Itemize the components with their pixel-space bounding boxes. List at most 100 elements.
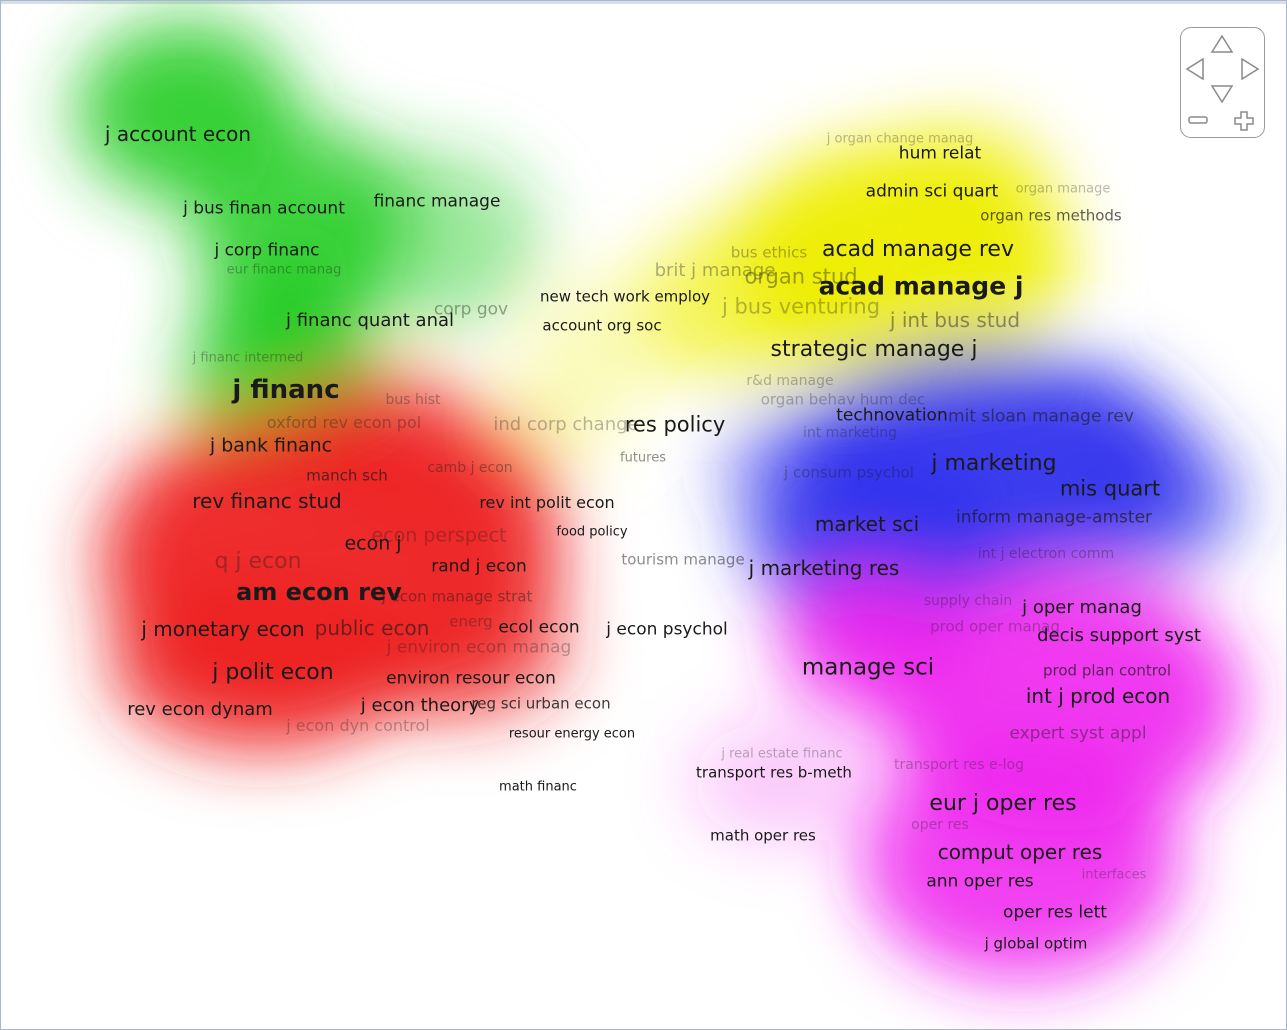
journal-label[interactable]: financ manage: [373, 191, 501, 212]
journal-label[interactable]: ann oper res: [926, 871, 1034, 892]
journal-label[interactable]: manage sci: [801, 654, 935, 681]
journal-label[interactable]: j polit econ: [212, 660, 334, 685]
journal-label[interactable]: oper res lett: [1003, 902, 1107, 923]
journal-label[interactable]: tourism manage: [621, 550, 745, 569]
journal-label[interactable]: acad manage j: [818, 271, 1024, 301]
journal-label[interactable]: j marketing res: [748, 556, 900, 580]
journal-label[interactable]: j marketing: [931, 451, 1057, 476]
journal-label[interactable]: j econ manage strat: [381, 587, 533, 606]
zoom-out-icon[interactable]: [1188, 116, 1208, 124]
journal-label[interactable]: j oper manag: [1022, 597, 1142, 618]
journal-label[interactable]: int j prod econ: [1025, 684, 1171, 708]
journal-label[interactable]: futures: [620, 450, 666, 466]
journal-label[interactable]: inform manage-amster: [955, 507, 1153, 528]
journal-label[interactable]: math financ: [499, 779, 577, 795]
journal-label[interactable]: oxford rev econ pol: [266, 413, 422, 432]
journal-label[interactable]: acad manage rev: [822, 237, 1014, 262]
cluster-blob-marketing-is: [1061, 431, 1241, 571]
journal-label[interactable]: j financ quant anal: [285, 310, 455, 331]
journal-label[interactable]: int j electron comm: [977, 546, 1115, 562]
journal-label[interactable]: j organ change manag: [826, 131, 974, 147]
journal-label[interactable]: j monetary econ: [141, 617, 305, 641]
journal-label[interactable]: q j econ: [214, 549, 302, 574]
pan-down-icon[interactable]: [1210, 85, 1234, 104]
journal-label[interactable]: int marketing: [802, 425, 898, 441]
cluster-blob-economics: [291, 361, 471, 481]
journal-label[interactable]: j financ: [232, 375, 340, 405]
journal-label[interactable]: econ j: [344, 532, 402, 555]
journal-label[interactable]: j financ intermed: [192, 350, 304, 366]
journal-label[interactable]: j real estate financ: [721, 746, 843, 762]
journal-label[interactable]: j consum psychol: [784, 463, 914, 482]
journal-label[interactable]: interfaces: [1081, 867, 1147, 883]
journal-label[interactable]: j bank financ: [209, 434, 333, 457]
journal-label[interactable]: j econ dyn control: [286, 716, 430, 735]
journal-label[interactable]: organ behav hum dec: [760, 390, 926, 409]
journal-label[interactable]: j environ econ manag: [386, 637, 572, 658]
journal-label[interactable]: rand j econ: [431, 556, 527, 577]
journal-label[interactable]: ecol econ: [498, 617, 580, 638]
journal-label[interactable]: public econ: [314, 616, 430, 640]
journal-label[interactable]: j account econ: [104, 122, 252, 146]
journal-label[interactable]: mis quart: [1059, 476, 1161, 501]
journal-label[interactable]: am econ rev: [236, 578, 402, 606]
journal-label[interactable]: market sci: [814, 512, 920, 536]
journal-label[interactable]: econ perspect: [371, 524, 507, 547]
journal-label[interactable]: prod oper manag: [930, 617, 1060, 636]
journal-label[interactable]: reg sci urban econ: [471, 694, 611, 713]
journal-label[interactable]: mit sloan manage rev: [948, 406, 1134, 427]
journal-label[interactable]: res policy: [624, 412, 726, 437]
journal-label[interactable]: j global optim: [984, 934, 1088, 953]
journal-label[interactable]: bus hist: [385, 392, 441, 408]
journal-label[interactable]: math oper res: [710, 826, 816, 845]
journal-label[interactable]: decis support syst: [1037, 625, 1201, 646]
journal-label[interactable]: j econ theory: [360, 695, 480, 716]
journal-label[interactable]: environ resour econ: [386, 668, 556, 689]
journal-label[interactable]: expert syst appl: [1009, 723, 1147, 744]
journal-label[interactable]: energ: [449, 612, 493, 631]
journal-label[interactable]: organ manage: [1015, 181, 1111, 197]
journal-label[interactable]: transport res b-meth: [696, 763, 852, 782]
journal-label[interactable]: eur financ manag: [226, 262, 342, 278]
journal-label[interactable]: rev econ dynam: [127, 699, 273, 720]
journal-label[interactable]: oper res: [911, 817, 969, 833]
journal-label[interactable]: bus ethics: [730, 243, 808, 262]
pan-up-icon[interactable]: [1210, 34, 1234, 53]
journal-label[interactable]: technovation: [836, 405, 948, 426]
cluster-blob-finance: [321, 151, 541, 331]
navigation-control: [1180, 27, 1265, 138]
journal-label[interactable]: hum relat: [898, 143, 982, 164]
journal-label[interactable]: j corp financ: [214, 240, 320, 261]
journal-label[interactable]: j int bus stud: [889, 308, 1021, 332]
journal-label[interactable]: j bus finan account: [183, 198, 345, 219]
journal-label[interactable]: j econ psychol: [606, 619, 728, 640]
journal-label[interactable]: transport res e-log: [894, 757, 1024, 773]
pan-left-icon[interactable]: [1185, 57, 1204, 81]
cluster-blob-finance: [206, 221, 366, 381]
journal-label[interactable]: account org soc: [542, 316, 662, 335]
journal-label[interactable]: corp gov: [433, 299, 509, 320]
journal-label[interactable]: organ stud: [744, 264, 858, 289]
journal-label[interactable]: admin sci quart: [865, 181, 999, 202]
journal-label[interactable]: j bus venturing: [721, 294, 881, 319]
journal-label[interactable]: rev financ stud: [192, 489, 342, 513]
journal-label[interactable]: strategic manage j: [770, 337, 978, 362]
pan-right-icon[interactable]: [1241, 57, 1260, 81]
journal-label[interactable]: comput oper res: [937, 840, 1103, 864]
journal-label[interactable]: camb j econ: [427, 460, 513, 476]
journal-label[interactable]: brit j manage: [654, 260, 776, 281]
journal-label[interactable]: ind corp change: [493, 414, 639, 435]
journal-label[interactable]: manch sch: [306, 466, 388, 485]
zoom-in-icon[interactable]: [1234, 111, 1254, 131]
journal-label[interactable]: rev int polit econ: [479, 493, 615, 512]
cluster-blob-economics: [371, 581, 571, 721]
journal-label[interactable]: supply chain: [923, 593, 1013, 609]
journal-label[interactable]: new tech work employ: [539, 287, 711, 306]
journal-label[interactable]: food policy: [556, 524, 628, 540]
journal-label[interactable]: organ res methods: [980, 206, 1122, 225]
journal-label[interactable]: eur j oper res: [929, 791, 1077, 816]
journal-label[interactable]: prod plan control: [1043, 661, 1171, 680]
journal-label[interactable]: resour energy econ: [508, 726, 636, 742]
journal-label[interactable]: r&d manage: [746, 373, 834, 389]
